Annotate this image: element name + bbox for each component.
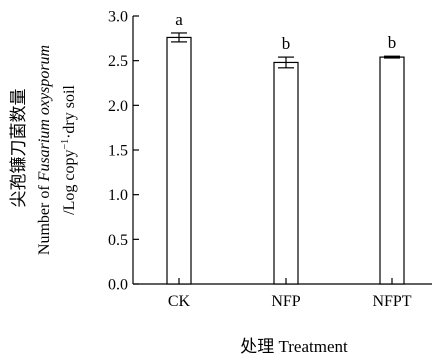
y-tick-label: 0.0 xyxy=(108,277,128,294)
y-tick-label: 1.0 xyxy=(108,187,128,204)
bars: a b b xyxy=(166,10,405,285)
y-axis-title-unit-prefix: /Log copy xyxy=(61,150,78,215)
y-axis-title-chinese: 尖孢镰刀菌数量 xyxy=(9,89,28,208)
significance-letter: b xyxy=(388,33,397,52)
y-axis-title-unit: /Log copy−1·dry soil xyxy=(60,85,78,215)
x-tick-label-nfpt: NFPT xyxy=(372,293,411,310)
x-tick-label-nfp: NFP xyxy=(271,293,300,310)
significance-letter: b xyxy=(282,34,291,53)
y-axis-title-species: Number of Fusarium oxysporum xyxy=(36,45,53,255)
y-axis-title-unit-superscript: −1 xyxy=(60,139,71,150)
bar-nfp xyxy=(273,61,299,285)
bar-ck xyxy=(166,36,192,285)
y-axis-title-species-prefix: Number of xyxy=(36,181,53,255)
y-axis-title-species-italic: Fusarium oxysporum xyxy=(36,45,53,182)
x-tick-label-ck: CK xyxy=(168,293,191,310)
y-tick-label: 1.5 xyxy=(108,143,128,160)
x-tick-labels: CK NFP NFPT xyxy=(168,278,412,310)
y-tick-label: 3.0 xyxy=(108,9,128,26)
x-axis-title: 处理 Treatment xyxy=(240,337,348,356)
y-axis-ticks: 0.0 0.5 1.0 1.5 2.0 2.5 3.0 xyxy=(108,9,139,294)
bar-nfpt xyxy=(379,56,405,285)
y-axis-title-unit-suffix: ·dry soil xyxy=(61,85,78,139)
y-tick-label: 2.0 xyxy=(108,98,128,115)
significance-letter: a xyxy=(175,10,183,29)
y-axis-title: 尖孢镰刀菌数量 Number of Fusarium oxysporum /Lo… xyxy=(9,45,78,255)
y-tick-label: 0.5 xyxy=(108,232,128,249)
y-tick-label: 2.5 xyxy=(108,53,128,70)
